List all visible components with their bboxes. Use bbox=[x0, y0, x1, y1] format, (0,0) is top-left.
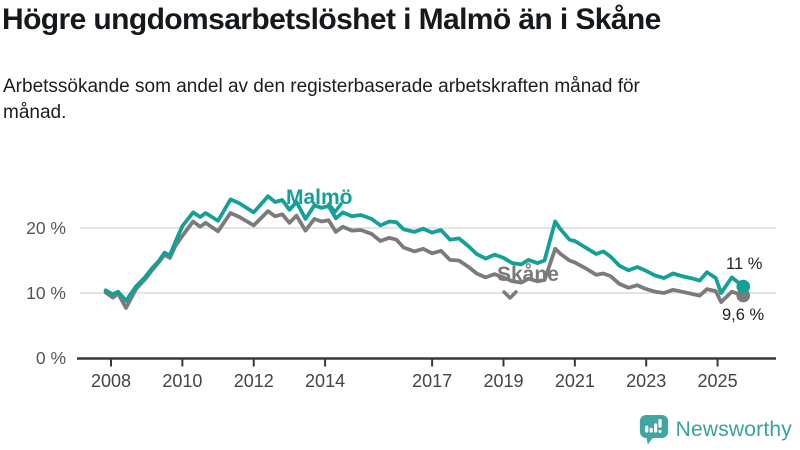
end-dot-skane bbox=[736, 288, 751, 303]
end-value-label-malmo: 11 % bbox=[726, 255, 763, 273]
x-tick-label: 2025 bbox=[698, 371, 738, 391]
label-pointer-icon bbox=[502, 290, 518, 300]
label-pointer-icon bbox=[327, 202, 343, 214]
page-title: Högre ungdomsarbetslöshet i Malmö än i S… bbox=[2, 3, 661, 36]
subtitle: Arbetssökande som andel av den registerb… bbox=[3, 76, 640, 124]
x-tick-label: 2010 bbox=[162, 371, 202, 391]
y-tick-label: 20 % bbox=[26, 218, 66, 238]
series-line-malmo bbox=[103, 194, 746, 303]
end-value-label-skane: 9,6 % bbox=[722, 306, 765, 324]
x-tick-label: 2008 bbox=[91, 371, 131, 391]
y-tick-label: 10 % bbox=[26, 283, 66, 303]
x-tick-label: 2012 bbox=[234, 371, 274, 391]
series-line-skane bbox=[103, 209, 746, 310]
y-tick-label: 0 % bbox=[36, 348, 66, 368]
x-tick-label: 2021 bbox=[555, 371, 595, 391]
newsworthy-icon bbox=[639, 415, 668, 445]
brand-name: Newsworthy bbox=[675, 418, 792, 441]
x-tick-label: 2017 bbox=[412, 371, 452, 391]
x-tick-label: 2023 bbox=[626, 371, 666, 391]
series-label-malmo: Malmö bbox=[286, 186, 353, 209]
x-tick-label: 2014 bbox=[305, 371, 345, 391]
end-dot-malmo bbox=[736, 279, 751, 294]
x-tick-label: 2019 bbox=[483, 371, 523, 391]
series-label-skane: Skåne bbox=[497, 263, 559, 286]
newsworthy-logo: Newsworthy bbox=[639, 414, 792, 446]
